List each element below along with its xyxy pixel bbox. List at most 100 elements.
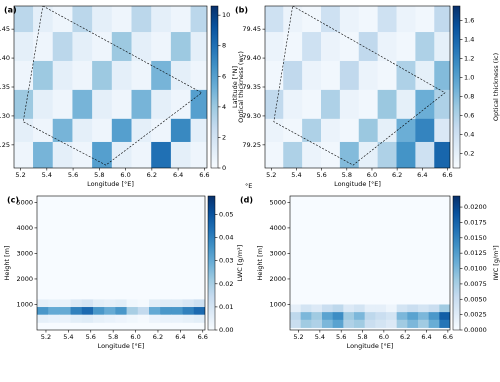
heat-cell bbox=[33, 141, 54, 168]
heat-cell bbox=[92, 60, 113, 91]
heat-cell bbox=[14, 60, 34, 91]
colorbar-tick-label: 0.0150 bbox=[464, 234, 487, 242]
heat-cell bbox=[407, 312, 419, 321]
x-axis-label: Longitude [°E] bbox=[334, 180, 381, 188]
heat-cell bbox=[302, 141, 322, 168]
x-tick-label: 5.4 bbox=[63, 333, 73, 341]
heat-cell bbox=[149, 314, 161, 323]
heat-cell bbox=[37, 307, 49, 316]
x-tick-label: 5.8 bbox=[357, 333, 367, 341]
x-tick-label: 5.8 bbox=[94, 171, 104, 179]
y-tick-label: 79.30 bbox=[242, 112, 261, 120]
heat-cell bbox=[149, 299, 161, 308]
plot-frame bbox=[36, 195, 206, 331]
heat-cell bbox=[131, 60, 152, 91]
heat-cell bbox=[93, 307, 105, 316]
x-tick-label: 6.0 bbox=[130, 333, 140, 341]
heat-cell bbox=[14, 118, 34, 149]
heat-cell bbox=[190, 89, 207, 120]
y-tick-label: 1000 bbox=[16, 300, 33, 308]
y-tick-label: 79.40 bbox=[242, 54, 261, 62]
heat-cell bbox=[322, 319, 334, 328]
y-tick-label: 3000 bbox=[16, 249, 33, 257]
heat-cell bbox=[131, 6, 152, 33]
x-tick-label: 6.4 bbox=[421, 333, 431, 341]
heat-cell bbox=[52, 89, 73, 120]
heat-cell bbox=[33, 32, 54, 62]
heat-cell bbox=[439, 319, 450, 328]
heat-cell bbox=[115, 299, 128, 308]
heat-cell bbox=[93, 299, 105, 308]
heat-cell bbox=[59, 299, 72, 308]
heat-cell bbox=[283, 118, 303, 149]
heat-cell bbox=[439, 304, 450, 313]
colorbar-tick-label: 0.0075 bbox=[464, 280, 487, 288]
colorbar bbox=[452, 5, 461, 169]
x-tick-label: 6.2 bbox=[400, 333, 410, 341]
heat-cell bbox=[377, 60, 398, 91]
heat-cell bbox=[332, 304, 344, 313]
colorbar-label: IWC [g/m³] bbox=[492, 245, 500, 280]
colorbar-tick-label: 0.4 bbox=[464, 131, 474, 139]
heat-cell bbox=[70, 299, 83, 308]
colorbar-tick-label: 0.0025 bbox=[464, 311, 487, 319]
heat-cell bbox=[428, 304, 440, 313]
heat-cell bbox=[160, 314, 172, 323]
heat-cell bbox=[300, 312, 312, 321]
heat-cell bbox=[358, 60, 379, 91]
heat-cell bbox=[290, 319, 302, 328]
heat-cell bbox=[33, 60, 54, 91]
heat-cell bbox=[358, 141, 379, 168]
heat-cell bbox=[434, 32, 450, 62]
heat-cell bbox=[300, 319, 312, 328]
heat-cell bbox=[283, 6, 303, 33]
heat-cell bbox=[131, 32, 152, 62]
heat-cell bbox=[418, 304, 430, 313]
heat-cell bbox=[358, 89, 379, 120]
heat-cell bbox=[311, 304, 323, 313]
heat-cell bbox=[434, 89, 450, 120]
heat-cell bbox=[396, 89, 416, 120]
heat-cell bbox=[339, 89, 360, 120]
y-tick-label: 4000 bbox=[16, 224, 33, 232]
x-tick-label: 5.2 bbox=[266, 171, 276, 179]
y-tick-label: 79.25 bbox=[242, 141, 261, 149]
heat-cell bbox=[339, 32, 360, 62]
heat-cell bbox=[386, 304, 398, 313]
heat-cell bbox=[151, 89, 172, 120]
x-tick-label: 6.2 bbox=[147, 171, 157, 179]
heat-cell bbox=[182, 314, 195, 323]
heat-cell bbox=[434, 60, 450, 91]
heat-cell bbox=[332, 319, 344, 328]
heat-cell bbox=[131, 89, 152, 120]
heat-cell bbox=[33, 6, 54, 33]
heat-cell bbox=[182, 307, 195, 316]
heat-cell bbox=[193, 299, 205, 308]
heat-cell bbox=[321, 32, 341, 62]
heat-cell bbox=[290, 312, 302, 321]
x-tick-label: 6.4 bbox=[173, 171, 183, 179]
x-tick-label: 5.6 bbox=[68, 171, 78, 179]
colorbar-tick-label: 0.0200 bbox=[464, 203, 487, 211]
heat-cell bbox=[48, 299, 60, 308]
heat-cell bbox=[302, 60, 322, 91]
heat-cell bbox=[415, 89, 435, 120]
heat-cell bbox=[171, 307, 184, 316]
heat-cell bbox=[190, 6, 207, 33]
colorbar-tick-label: 0.8 bbox=[464, 93, 474, 101]
heat-cell bbox=[302, 32, 322, 62]
y-axis-label: Height [m] bbox=[256, 246, 264, 281]
heat-cell bbox=[92, 118, 113, 149]
heat-cell bbox=[92, 141, 113, 168]
colorbar-tick-label: 6 bbox=[222, 72, 226, 80]
heat-cell bbox=[302, 118, 322, 149]
x-tick-label: 6.6 bbox=[198, 333, 208, 341]
x-tick-label: 6.0 bbox=[379, 333, 389, 341]
heat-cell bbox=[111, 6, 133, 33]
colorbar-tick-label: 0.2 bbox=[464, 150, 474, 158]
colorbar-tick-label: 0.0175 bbox=[464, 218, 487, 226]
heat-cell bbox=[137, 307, 150, 316]
heat-cell bbox=[265, 6, 284, 33]
heat-cell bbox=[193, 314, 205, 323]
heat-cell bbox=[52, 32, 73, 62]
